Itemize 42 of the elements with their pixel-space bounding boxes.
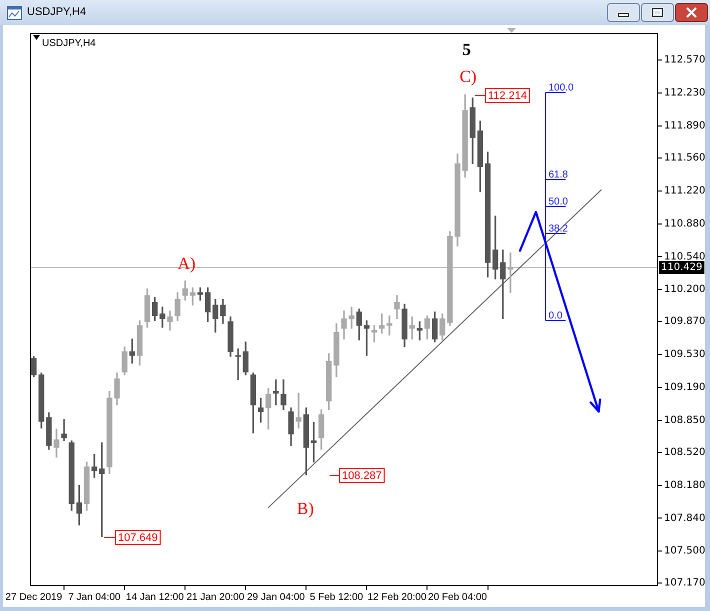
y-tick-label: 112.230 bbox=[664, 88, 706, 99]
x-tick-label: 14 Jan 12:00 bbox=[126, 592, 184, 603]
y-tick-label: 109.190 bbox=[664, 382, 706, 394]
ref-line-label: 110.429 bbox=[661, 262, 702, 274]
x-tick-label: 21 Jan 20:00 bbox=[186, 592, 245, 603]
annotation: C) bbox=[460, 67, 477, 86]
annotation: 107.649 bbox=[118, 532, 158, 544]
y-tick-label: 107.840 bbox=[664, 512, 706, 524]
annotation: B) bbox=[296, 498, 314, 518]
annotation: 100.0 bbox=[548, 82, 574, 94]
annotation: 0.0 bbox=[548, 310, 563, 322]
candlestick bbox=[508, 252, 514, 293]
x-tick-label: 7 Jan 04:00 bbox=[68, 592, 121, 603]
annotation: A) bbox=[178, 254, 196, 273]
y-tick-label: 110.540 bbox=[664, 251, 706, 262]
y-tick-label: 107.500 bbox=[664, 546, 706, 557]
x-tick-label: 20 Feb 04:00 bbox=[428, 592, 488, 603]
x-tick-label: 27 Dec 2019 bbox=[5, 592, 63, 603]
candlestick bbox=[235, 348, 241, 380]
y-tick-label: 112.570 bbox=[664, 54, 706, 66]
candlestick bbox=[61, 419, 67, 442]
x-tick-label: 12 Feb 20:00 bbox=[367, 592, 427, 603]
y-tick-label: 108.180 bbox=[664, 480, 706, 491]
y-tick-label: 110.200 bbox=[664, 284, 706, 296]
y-tick-label: 109.530 bbox=[664, 349, 706, 360]
annotation: 108.287 bbox=[342, 470, 382, 482]
y-tick-label: 111.890 bbox=[664, 120, 706, 132]
y-tick-label: 111.220 bbox=[664, 185, 706, 196]
y-tick-label: 109.870 bbox=[664, 316, 706, 328]
chart-title: USDJPY,H4 bbox=[27, 6, 86, 18]
annotation: 61.8 bbox=[548, 170, 568, 180]
text: USDJPY,H4 bbox=[42, 38, 96, 49]
x-tick-label: 29 Jan 04:00 bbox=[246, 592, 306, 603]
y-tick-label: 107.170 bbox=[664, 578, 706, 589]
y-tick-label: 108.850 bbox=[664, 414, 706, 426]
x-tick-label: 5 Feb 12:00 bbox=[310, 592, 364, 603]
annotation: 5 bbox=[462, 40, 471, 59]
y-tick-label: 110.880 bbox=[664, 218, 706, 230]
annotation: 112.214 bbox=[488, 90, 527, 102]
y-tick-label: 111.560 bbox=[664, 152, 706, 164]
y-tick-label: 108.520 bbox=[664, 446, 706, 458]
annotation: 50.0 bbox=[548, 196, 568, 208]
